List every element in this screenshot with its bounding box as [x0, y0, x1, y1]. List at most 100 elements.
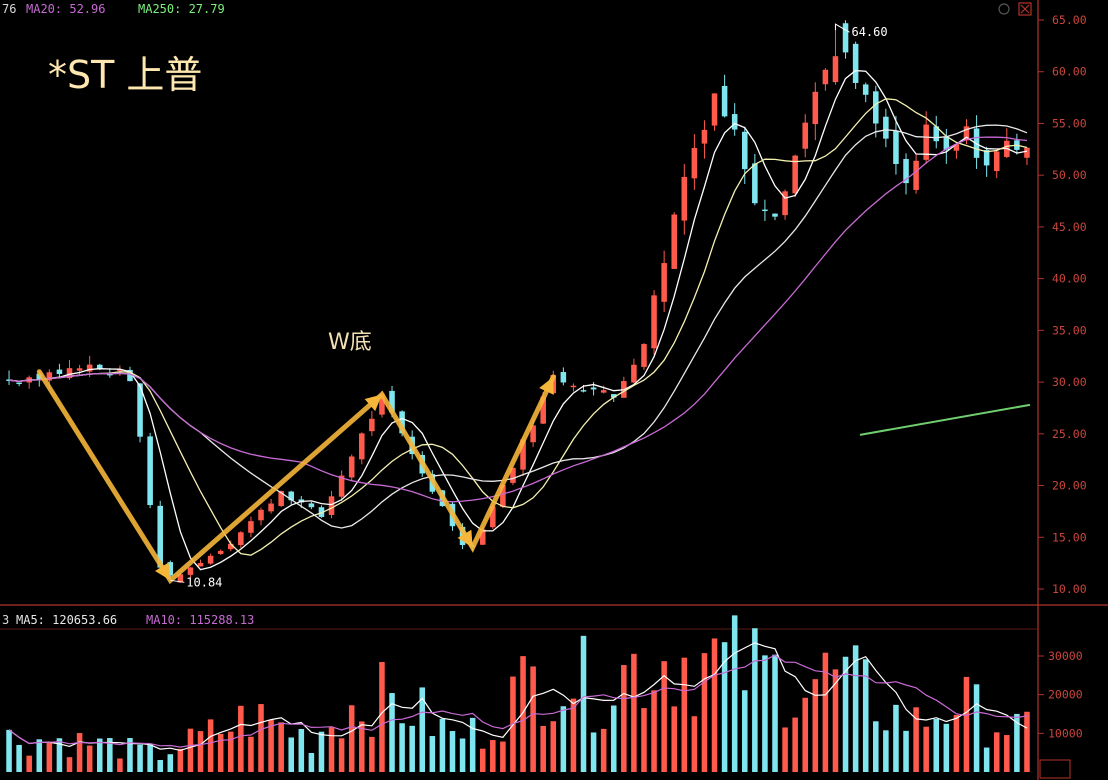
volume-bar-series [6, 615, 1030, 772]
window-controls[interactable] [998, 2, 1032, 16]
candle-body [510, 467, 516, 483]
candle-body [540, 396, 546, 424]
candle-body [288, 491, 295, 501]
volume-bar [661, 661, 667, 772]
volume-bar [610, 705, 617, 772]
volume-bar [651, 690, 657, 772]
volume-bar [137, 744, 143, 772]
candle-body [96, 364, 103, 369]
volume-bar [419, 687, 426, 772]
candle-body [248, 521, 254, 533]
candle-body [479, 529, 486, 545]
volume-bar [530, 666, 536, 772]
price-tick-label: 65.00 [1052, 13, 1087, 27]
w-pattern-arrowhead [457, 529, 473, 548]
volume-bar [943, 723, 950, 772]
candle-body [943, 136, 950, 150]
low-price-label: 10.84 [186, 575, 222, 589]
volume-ma5-value: MA5: 120653.66 [16, 613, 117, 627]
w-pattern-arrowhead [539, 376, 554, 395]
volume-bar [439, 718, 446, 772]
volume-bar [681, 657, 688, 772]
candle-body [278, 491, 284, 506]
close-icon[interactable] [1018, 2, 1032, 16]
volume-bar [248, 736, 254, 772]
candle-body [963, 126, 970, 141]
volume-bar [167, 754, 174, 772]
w-pattern-path [36, 369, 556, 585]
stock-title: *ST 上普 [48, 53, 202, 97]
candle-body [369, 418, 375, 432]
volume-bar [832, 669, 839, 772]
volume-bar [288, 737, 295, 772]
volume-bar [449, 731, 456, 772]
volume-bar [792, 717, 798, 772]
volume-bar [711, 638, 718, 772]
volume-bar [590, 732, 597, 772]
candle-body [600, 390, 607, 393]
volume-bar [227, 731, 234, 772]
volume-bar [409, 725, 415, 772]
candle-body [862, 84, 869, 95]
volume-bar [187, 728, 194, 772]
w-pattern-arrowhead [155, 562, 171, 581]
candle-body [993, 151, 1000, 172]
volume-bar [429, 736, 436, 772]
candle-body [207, 555, 214, 564]
volume-bar [76, 733, 83, 772]
candle-body [520, 439, 526, 470]
volume-bar [348, 705, 355, 772]
price-tick-label: 30.00 [1052, 375, 1087, 389]
volume-bar [26, 755, 32, 772]
price-tick-label: 45.00 [1052, 220, 1087, 234]
candle-body [741, 131, 748, 170]
volume-bar [993, 732, 1000, 772]
settings-icon[interactable] [998, 3, 1010, 15]
candle-body [721, 85, 728, 117]
candle-body [852, 43, 859, 83]
candle-body [681, 176, 688, 221]
volume-bar [16, 744, 22, 772]
price-tick-label: 15.00 [1052, 530, 1087, 544]
volume-bar [600, 728, 607, 772]
volume-bar [359, 721, 365, 772]
candle-body [157, 505, 163, 568]
volume-bar [389, 693, 395, 772]
candle-body [762, 209, 768, 212]
close-icon-stroke-b [1020, 4, 1030, 14]
candle-body [731, 114, 738, 130]
price-tick-label: 40.00 [1052, 272, 1087, 286]
volume-bar [762, 655, 768, 772]
volume-axis-ticks: 30000 20000 10000 [1038, 649, 1083, 740]
volume-header: 3 MA5: 120653.66 MA10: 115288.13 [2, 613, 254, 627]
volume-bar [258, 704, 264, 772]
candle-body [86, 364, 93, 372]
volume-bar [883, 730, 889, 772]
w-pattern-arrows [36, 369, 556, 585]
candle-body [933, 126, 940, 142]
moving-average-lines [8, 69, 1028, 571]
trend-line [859, 403, 1031, 436]
candle-body [631, 364, 637, 383]
volume-ma-lines [8, 642, 1028, 752]
volume-bar [802, 697, 809, 772]
volume-bar [580, 635, 587, 772]
volume-tick-label: 30000 [1048, 649, 1083, 663]
candle-body [227, 543, 234, 550]
candle-body [913, 160, 919, 190]
volume-bar [318, 731, 325, 772]
candle-body [187, 567, 194, 575]
volume-bar [631, 653, 637, 772]
volume-bar [550, 721, 557, 772]
candle-body [399, 411, 405, 434]
candle-body [560, 372, 567, 383]
price-header: 76 MA20: 52.96 MA250: 27.79 [2, 2, 225, 16]
candle-body [983, 150, 990, 166]
candle-body [691, 148, 698, 179]
candle-body [217, 550, 224, 554]
candle-body [1024, 147, 1030, 158]
candle-body [651, 295, 657, 349]
volume-bar [862, 659, 869, 772]
volume-bar [560, 706, 567, 772]
candle-body [792, 155, 798, 194]
